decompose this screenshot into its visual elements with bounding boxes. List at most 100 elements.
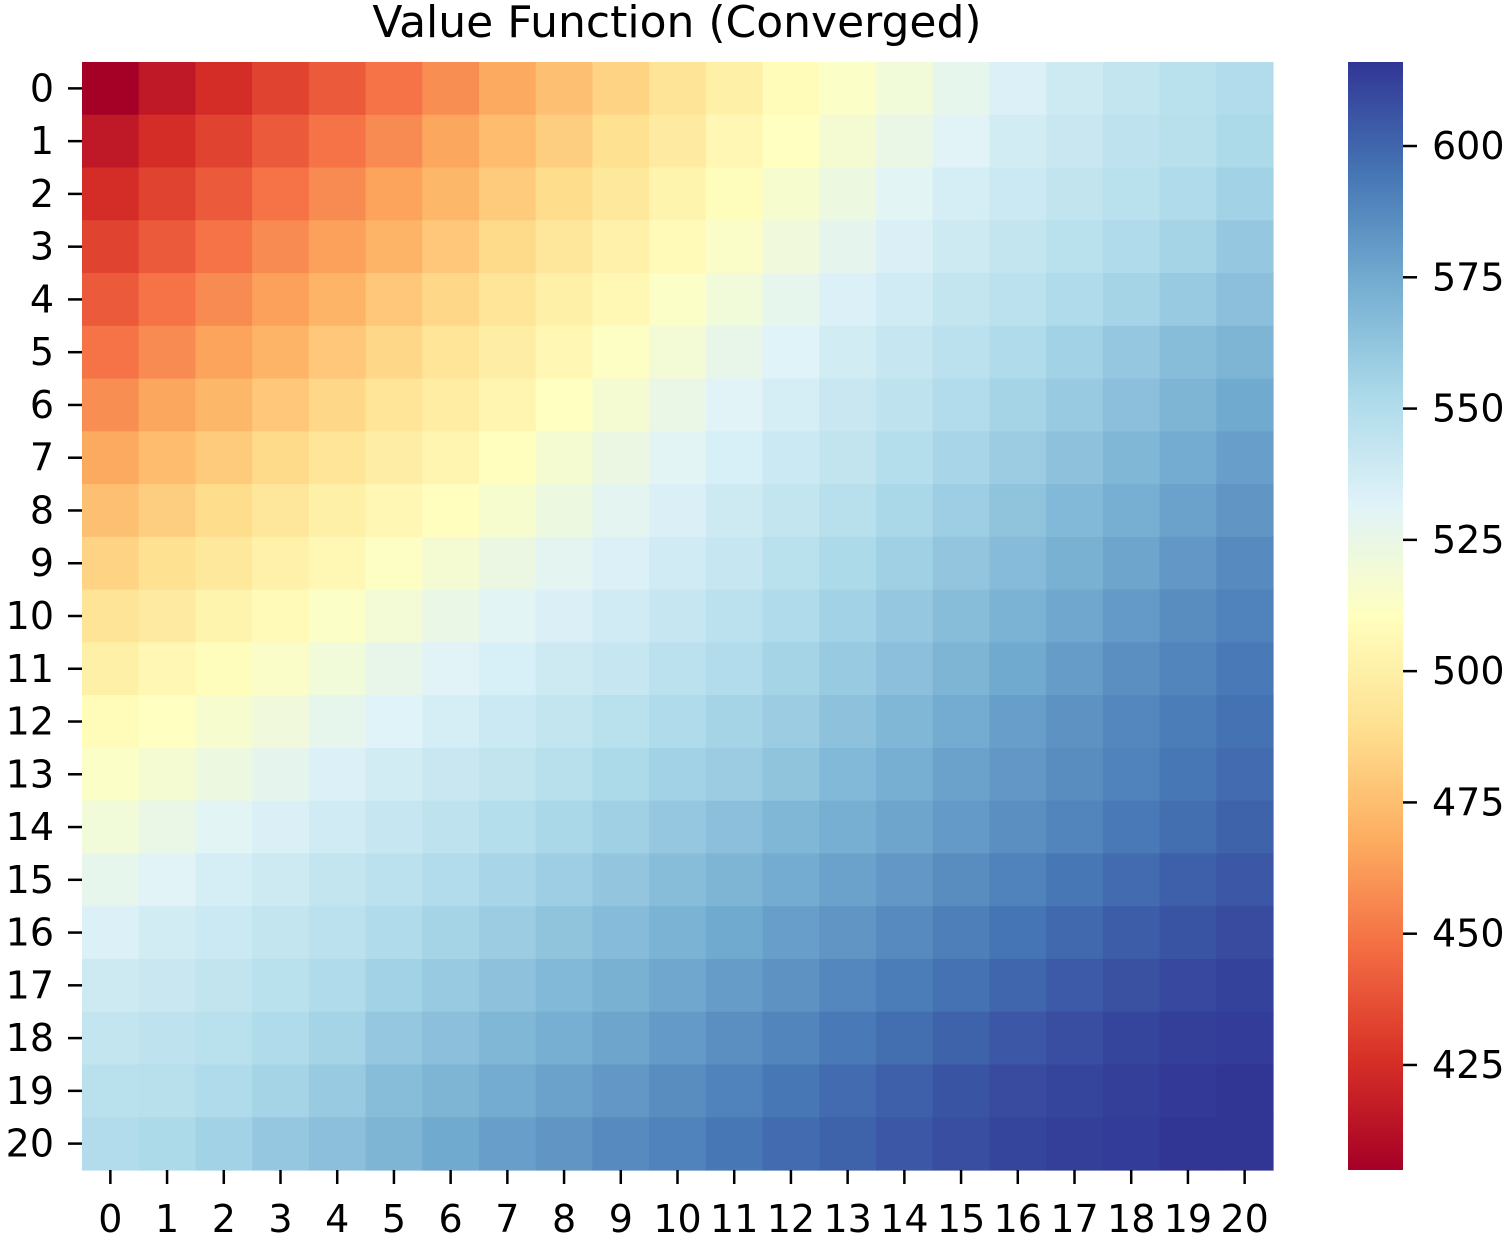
heatmap-cell-r5-c4 bbox=[308, 325, 367, 380]
heatmap-cell-r11-c3 bbox=[252, 642, 310, 696]
heatmap-cell-r4-c1 bbox=[138, 273, 197, 327]
heatmap-cell-r18-c18 bbox=[1102, 1011, 1161, 1066]
heatmap-cell-r9-c20 bbox=[1216, 536, 1274, 591]
heatmap-cell-r1-c20 bbox=[1216, 114, 1274, 169]
heatmap-cell-r9-c18 bbox=[1102, 536, 1161, 591]
heatmap-cell-r6-c20 bbox=[1216, 378, 1274, 432]
heatmap-cell-r13-c18 bbox=[1102, 747, 1161, 802]
heatmap-cell-r14-c20 bbox=[1216, 800, 1274, 855]
heatmap-cell-r1-c3 bbox=[252, 114, 310, 169]
y-tick-label: 18 bbox=[6, 1016, 54, 1060]
heatmap-cell-r9-c9 bbox=[592, 536, 650, 591]
heatmap-cell-r19-c6 bbox=[422, 1064, 480, 1118]
heatmap-cell-r4-c3 bbox=[252, 273, 310, 327]
heatmap-cell-r12-c20 bbox=[1216, 695, 1274, 749]
heatmap-cell-r12-c16 bbox=[989, 695, 1047, 749]
y-tick-label: 19 bbox=[6, 1069, 54, 1113]
heatmap-cell-r16-c13 bbox=[819, 906, 877, 960]
heatmap-cell-r6-c16 bbox=[989, 378, 1047, 432]
heatmap-cell-r2-c17 bbox=[1046, 167, 1104, 221]
heatmap-cell-r11-c5 bbox=[365, 642, 423, 696]
heatmap-cell-r4-c13 bbox=[819, 273, 877, 327]
heatmap-cell-r5-c11 bbox=[705, 325, 764, 380]
heatmap-cell-r7-c9 bbox=[592, 431, 650, 485]
heatmap-cell-r12-c3 bbox=[252, 695, 310, 749]
heatmap-cell-r16-c18 bbox=[1102, 906, 1161, 960]
y-tick-label: 11 bbox=[6, 647, 54, 691]
heatmap-cell-r12-c8 bbox=[535, 695, 594, 749]
heatmap-cell-r13-c7 bbox=[479, 747, 537, 802]
heatmap-cell-r3-c15 bbox=[932, 220, 991, 274]
heatmap-cell-r7-c6 bbox=[422, 431, 480, 485]
heatmap-cell-r0-c1 bbox=[138, 62, 197, 116]
heatmap-cell-r15-c11 bbox=[705, 853, 764, 907]
heatmap-cell-r17-c6 bbox=[422, 958, 480, 1013]
colorbar-tick-label: 500 bbox=[1432, 649, 1505, 693]
heatmap-cell-r2-c19 bbox=[1159, 167, 1217, 221]
heatmap-cell-r9-c11 bbox=[705, 536, 764, 591]
heatmap-cell-r18-c12 bbox=[762, 1011, 820, 1066]
heatmap-cell-r11-c19 bbox=[1159, 642, 1217, 696]
heatmap-cell-r6-c11 bbox=[705, 378, 764, 432]
heatmap-cell-r5-c5 bbox=[365, 325, 423, 380]
heatmap-cell-r18-c7 bbox=[479, 1011, 537, 1066]
heatmap-cell-r2-c1 bbox=[138, 167, 197, 221]
heatmap-cell-r20-c10 bbox=[649, 1117, 707, 1171]
heatmap-cell-r3-c19 bbox=[1159, 220, 1217, 274]
heatmap-cell-r8-c9 bbox=[592, 484, 650, 538]
heatmap-grid bbox=[82, 62, 1274, 1171]
heatmap-cell-r12-c7 bbox=[479, 695, 537, 749]
heatmap-cell-r15-c14 bbox=[876, 853, 934, 907]
colorbar: 425 450 475 500 525 550 575 600 bbox=[1348, 62, 1505, 1170]
heatmap-cell-r17-c12 bbox=[762, 958, 820, 1013]
heatmap-cell-r12-c10 bbox=[649, 695, 707, 749]
heatmap-cell-r11-c20 bbox=[1216, 642, 1274, 696]
heatmap-cell-r20-c2 bbox=[195, 1117, 253, 1171]
heatmap-cell-r5-c16 bbox=[989, 325, 1047, 380]
x-tick-label: 13 bbox=[823, 1197, 871, 1241]
heatmap-cell-r2-c4 bbox=[308, 167, 367, 221]
heatmap-cell-r16-c12 bbox=[762, 906, 820, 960]
y-tick-label: 0 bbox=[30, 66, 54, 110]
heatmap-cell-r10-c10 bbox=[649, 589, 707, 643]
heatmap-cell-r17-c10 bbox=[649, 958, 707, 1013]
heatmap-cell-r9-c19 bbox=[1159, 536, 1217, 591]
heatmap-cell-r1-c8 bbox=[535, 114, 594, 169]
heatmap-cell-r19-c17 bbox=[1046, 1064, 1104, 1118]
y-tick-label: 3 bbox=[30, 225, 54, 269]
heatmap-cell-r19-c9 bbox=[592, 1064, 650, 1118]
heatmap-cell-r12-c18 bbox=[1102, 695, 1161, 749]
heatmap-cell-r20-c14 bbox=[876, 1117, 934, 1171]
heatmap-cell-r15-c15 bbox=[932, 853, 991, 907]
heatmap-cell-r20-c17 bbox=[1046, 1117, 1104, 1171]
heatmap-cell-r1-c0 bbox=[82, 114, 140, 169]
heatmap-cell-r0-c17 bbox=[1046, 62, 1104, 116]
colorbar-tick-label: 575 bbox=[1432, 255, 1505, 299]
heatmap-cell-r8-c4 bbox=[308, 484, 367, 538]
heatmap-cell-r5-c0 bbox=[82, 325, 140, 380]
heatmap-cell-r3-c5 bbox=[365, 220, 423, 274]
heatmap-cell-r6-c8 bbox=[535, 378, 594, 432]
heatmap-cell-r7-c17 bbox=[1046, 431, 1104, 485]
heatmap-cell-r18-c8 bbox=[535, 1011, 594, 1066]
heatmap-cell-r3-c14 bbox=[876, 220, 934, 274]
heatmap-cell-r4-c14 bbox=[876, 273, 934, 327]
heatmap-cell-r11-c18 bbox=[1102, 642, 1161, 696]
heatmap-cell-r5-c20 bbox=[1216, 325, 1274, 380]
heatmap-cell-r18-c9 bbox=[592, 1011, 650, 1066]
heatmap-cell-r6-c3 bbox=[252, 378, 310, 432]
heatmap-cell-r19-c3 bbox=[252, 1064, 310, 1118]
heatmap-cell-r13-c3 bbox=[252, 747, 310, 802]
heatmap-cell-r17-c17 bbox=[1046, 958, 1104, 1013]
heatmap-cell-r4-c8 bbox=[535, 273, 594, 327]
heatmap-cell-r18-c16 bbox=[989, 1011, 1047, 1066]
heatmap-cell-r8-c15 bbox=[932, 484, 991, 538]
heatmap-cell-r12-c2 bbox=[195, 695, 253, 749]
heatmap-cell-r10-c18 bbox=[1102, 589, 1161, 643]
heatmap-cell-r10-c11 bbox=[705, 589, 764, 643]
y-tick-label: 2 bbox=[30, 172, 54, 216]
heatmap-cell-r11-c16 bbox=[989, 642, 1047, 696]
heatmap-cell-r14-c7 bbox=[479, 800, 537, 855]
heatmap-cell-r14-c12 bbox=[762, 800, 820, 855]
heatmap-cell-r9-c7 bbox=[479, 536, 537, 591]
